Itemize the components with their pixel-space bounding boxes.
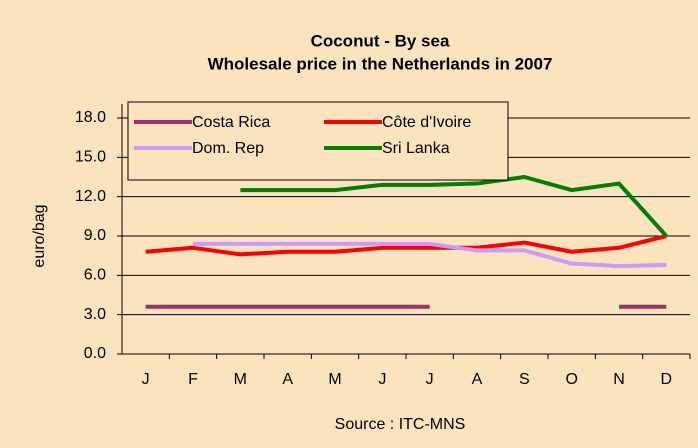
x-tick-label: D [661, 371, 673, 388]
x-tick-label: M [234, 371, 247, 388]
legend-label: Sri Lanka [382, 140, 450, 157]
x-axis-label: Source : ITC-MNS [335, 416, 466, 433]
y-tick-label: 0.0 [84, 345, 106, 362]
y-tick-label: 18.0 [75, 109, 106, 126]
y-axis-label: euro/bag [31, 204, 48, 267]
x-tick-label: M [328, 371, 341, 388]
chart-subtitle: Wholesale price in the Netherlands in 20… [208, 54, 553, 73]
legend-label: Costa Rica [192, 114, 270, 131]
x-tick-label: A [472, 371, 483, 388]
chart-title: Coconut - By sea [311, 31, 450, 50]
x-tick-label: J [378, 371, 386, 388]
series-line [193, 241, 667, 269]
x-tick-label: S [519, 371, 530, 388]
series-line [145, 234, 667, 257]
x-tick-label: N [613, 371, 625, 388]
y-tick-label: 9.0 [84, 227, 106, 244]
x-tick-label: O [565, 371, 577, 388]
y-tick-label: 15.0 [75, 149, 106, 166]
y-tick-label: 6.0 [84, 267, 106, 284]
legend-label: Côte d'Ivoire [382, 114, 471, 131]
x-tick-label: J [426, 371, 434, 388]
x-tick-label: F [188, 371, 198, 388]
series-line [240, 175, 668, 238]
legend [127, 101, 509, 181]
x-tick-label: A [282, 371, 293, 388]
legend-label: Dom. Rep [192, 140, 264, 157]
x-tick-label: J [142, 371, 150, 388]
y-tick-label: 12.0 [75, 188, 106, 205]
y-tick-label: 3.0 [84, 306, 106, 323]
